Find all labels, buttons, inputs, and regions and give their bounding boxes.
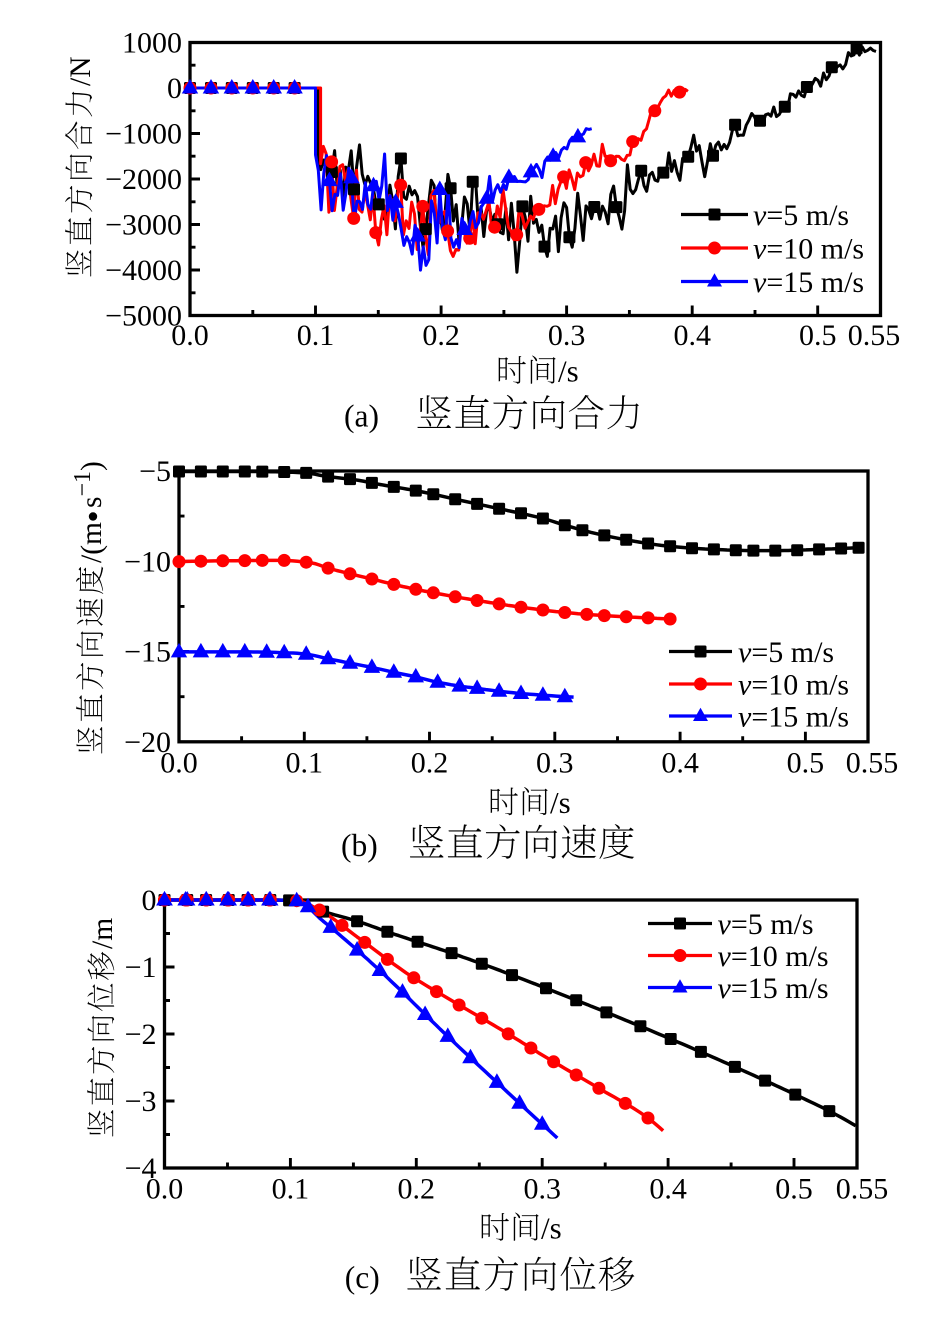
svg-text:0: 0 (142, 884, 157, 917)
svg-text:/s: /s (550, 785, 571, 820)
svg-text:−10: −10 (124, 545, 171, 578)
svg-text:v=5 m/s: v=5 m/s (718, 908, 814, 941)
svg-text:v=15 m/s: v=15 m/s (718, 972, 829, 1005)
svg-text:0.5: 0.5 (787, 746, 825, 779)
svg-text:0.0: 0.0 (160, 746, 198, 779)
svg-text:v=15 m/s: v=15 m/s (738, 701, 849, 734)
svg-text:−2000: −2000 (105, 163, 182, 196)
svg-text:0.4: 0.4 (661, 746, 699, 779)
svg-text:v=5 m/s: v=5 m/s (753, 199, 849, 232)
svg-text:0.3: 0.3 (536, 746, 574, 779)
svg-text:−20: −20 (124, 726, 171, 759)
svg-text:v=10 m/s: v=10 m/s (718, 940, 829, 973)
svg-text:−1: −1 (125, 951, 157, 984)
svg-text:−2: −2 (125, 1018, 157, 1051)
svg-text:−3000: −3000 (105, 209, 182, 242)
svg-text:0.4: 0.4 (649, 1173, 687, 1206)
svg-text:0.3: 0.3 (548, 319, 586, 352)
svg-text:−1000: −1000 (105, 118, 182, 151)
svg-text:0.0: 0.0 (171, 319, 209, 352)
svg-text:(b): (b) (341, 828, 378, 863)
svg-text:0.4: 0.4 (673, 319, 711, 352)
svg-text:−4000: −4000 (105, 254, 182, 287)
svg-text:v=10 m/s: v=10 m/s (738, 669, 849, 702)
svg-text:v=5 m/s: v=5 m/s (738, 636, 834, 669)
svg-text:−5: −5 (139, 455, 171, 488)
svg-text:0.0: 0.0 (146, 1173, 184, 1206)
svg-text:v=10 m/s: v=10 m/s (753, 233, 864, 266)
svg-text:/s: /s (541, 1211, 562, 1246)
svg-text:v=15 m/s: v=15 m/s (753, 266, 864, 299)
svg-text:−5000: −5000 (105, 300, 182, 333)
svg-text:0: 0 (167, 72, 182, 105)
svg-text:0.1: 0.1 (272, 1173, 310, 1206)
svg-text:0.1: 0.1 (297, 319, 335, 352)
svg-text:−3: −3 (125, 1085, 157, 1118)
svg-text:/N: /N (65, 57, 97, 87)
svg-text:0.2: 0.2 (398, 1173, 436, 1206)
svg-text:1000: 1000 (122, 27, 182, 60)
svg-text:(c): (c) (345, 1260, 380, 1295)
svg-text:0.55: 0.55 (848, 319, 901, 352)
svg-text:0.5: 0.5 (799, 319, 837, 352)
svg-text:−15: −15 (124, 636, 171, 669)
svg-text:(a): (a) (344, 399, 379, 434)
svg-text:0.2: 0.2 (411, 746, 449, 779)
svg-text:0.2: 0.2 (422, 319, 460, 352)
svg-text:0.55: 0.55 (836, 1173, 889, 1206)
svg-text:/(m: /(m (76, 522, 108, 563)
svg-text:0.1: 0.1 (286, 746, 324, 779)
svg-text:/s: /s (558, 354, 579, 389)
svg-text:−4: −4 (125, 1152, 157, 1185)
svg-text:/m: /m (87, 918, 119, 949)
svg-text:0.55: 0.55 (846, 746, 899, 779)
svg-text:0.3: 0.3 (523, 1173, 561, 1206)
svg-text:0.5: 0.5 (775, 1173, 813, 1206)
